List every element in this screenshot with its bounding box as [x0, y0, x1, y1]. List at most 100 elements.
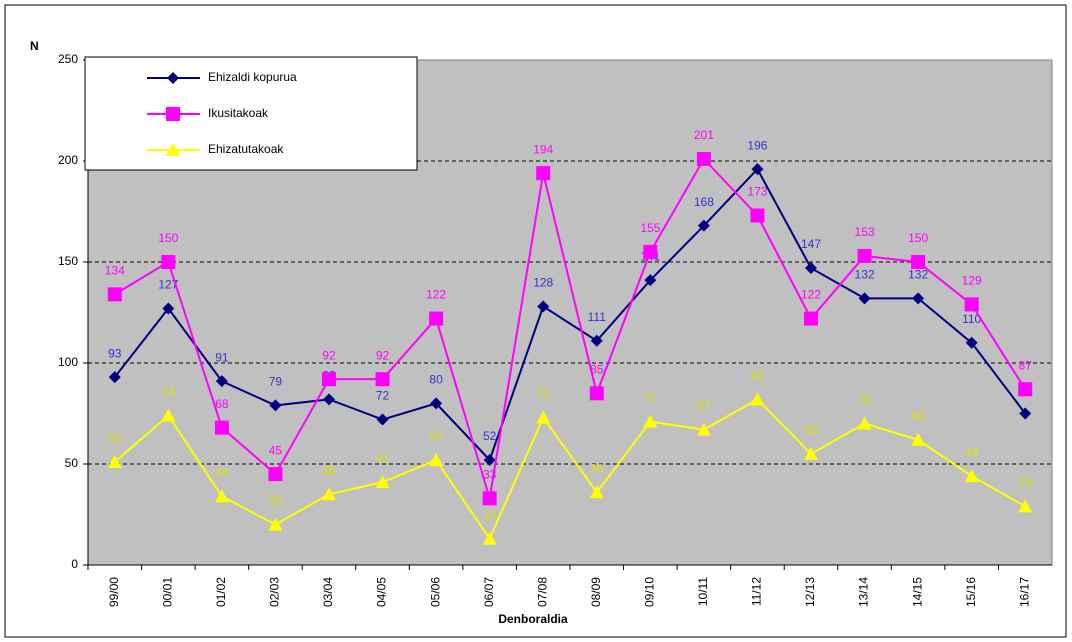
marker	[214, 420, 229, 435]
data-label: 147	[801, 237, 821, 251]
data-label: 129	[962, 274, 982, 288]
marker	[912, 292, 925, 305]
marker	[375, 475, 390, 489]
data-label: 150	[908, 231, 928, 245]
x-tick-label: 12/13	[803, 577, 817, 607]
y-tick-label: 150	[58, 254, 78, 268]
marker	[805, 262, 817, 275]
data-label: 196	[747, 138, 767, 152]
data-label: 134	[105, 263, 125, 277]
marker	[166, 143, 180, 156]
legend-box	[84, 56, 418, 171]
data-label: 29	[1019, 476, 1033, 490]
data-label: 34	[215, 465, 229, 479]
marker	[322, 487, 336, 501]
data-label: 122	[426, 288, 446, 302]
data-label: 128	[533, 276, 553, 290]
x-tick-label: 11/12	[750, 577, 764, 606]
marker	[430, 397, 443, 410]
data-label: 82	[751, 369, 765, 383]
marker	[162, 302, 175, 315]
data-label: 71	[644, 391, 658, 405]
marker	[322, 372, 336, 387]
marker	[108, 371, 121, 384]
marker	[804, 311, 818, 326]
data-label: 72	[376, 389, 390, 403]
data-label: 153	[855, 225, 875, 239]
series-line	[114, 157, 1027, 499]
data-label: 20	[269, 494, 283, 508]
data-label: 67	[697, 399, 711, 413]
x-tick-label: 00/01	[161, 577, 175, 607]
data-label: 91	[215, 350, 229, 364]
data-label: 68	[215, 397, 229, 411]
marker	[269, 399, 282, 412]
marker	[589, 386, 604, 401]
data-label: 132	[908, 268, 928, 282]
marker	[161, 255, 176, 269]
x-tick-label: 06/07	[482, 577, 496, 607]
data-label: 51	[108, 431, 122, 445]
marker	[696, 151, 711, 166]
legend-label: Ikusitakoak	[208, 106, 269, 120]
y-tick-label: 50	[65, 456, 79, 470]
marker	[323, 393, 335, 406]
data-label: 168	[694, 195, 714, 209]
y-tick-label: 250	[58, 52, 78, 66]
marker	[483, 453, 496, 466]
data-label: 13	[483, 508, 497, 522]
y-tick-label: 200	[58, 153, 78, 167]
marker	[166, 107, 180, 121]
x-tick-label: 15/16	[964, 577, 978, 607]
marker	[643, 244, 658, 259]
x-tick-label: 09/10	[643, 577, 657, 607]
marker	[964, 469, 979, 483]
marker	[857, 416, 872, 430]
data-label: 52	[429, 429, 443, 443]
marker	[107, 287, 122, 302]
data-label: 80	[429, 373, 443, 387]
data-label: 110	[962, 312, 981, 326]
marker	[268, 517, 283, 531]
marker	[161, 408, 176, 422]
marker	[750, 392, 765, 406]
marker	[589, 485, 604, 499]
marker	[482, 531, 497, 545]
data-label: 55	[804, 423, 818, 437]
marker	[429, 311, 444, 326]
data-label: 33	[483, 468, 497, 482]
marker	[804, 446, 818, 460]
marker	[1019, 407, 1032, 420]
data-label: 79	[269, 375, 283, 389]
x-tick-label: 14/15	[910, 577, 924, 607]
marker	[643, 414, 658, 428]
x-tick-label: 05/06	[428, 577, 442, 607]
marker	[375, 372, 390, 387]
y-tick-label: 100	[58, 355, 78, 369]
data-label: 173	[747, 185, 767, 199]
marker	[214, 489, 229, 503]
marker	[482, 491, 497, 506]
marker	[644, 274, 657, 287]
marker	[1018, 499, 1033, 513]
data-label: 41	[376, 451, 390, 465]
data-label: 85	[590, 362, 604, 376]
data-label: 92	[322, 348, 336, 362]
marker	[964, 297, 979, 312]
data-label: 150	[158, 231, 178, 245]
marker	[911, 255, 926, 269]
marker	[697, 219, 710, 232]
data-label: 93	[108, 346, 122, 360]
data-label: 52	[483, 429, 497, 443]
marker	[857, 248, 872, 263]
x-axis-label: Denboraldia	[498, 612, 568, 626]
data-label: 132	[855, 268, 875, 282]
x-tick-label: 02/03	[268, 577, 282, 607]
x-tick-label: 13/14	[857, 577, 871, 607]
marker	[696, 422, 711, 436]
marker	[268, 467, 283, 482]
marker	[1018, 382, 1033, 397]
legend-label: Ehizatutakoak	[208, 142, 284, 156]
data-label: 73	[537, 387, 551, 401]
